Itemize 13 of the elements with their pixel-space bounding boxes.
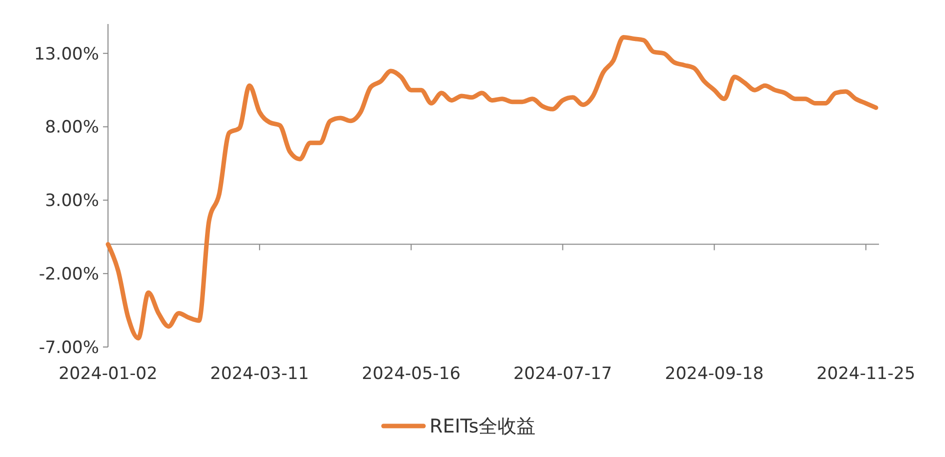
x-tick-label: 2024-03-11 <box>210 364 309 384</box>
y-tick-label: 3.00% <box>44 191 99 212</box>
x-tick-label: 2024-07-17 <box>513 364 612 384</box>
y-tick-label: -7.00% <box>38 338 99 358</box>
line-series <box>106 34 878 340</box>
x-tick-label: 2024-05-16 <box>362 364 461 384</box>
y-tick-label: -2.00% <box>38 264 99 285</box>
x-tick-label: 2024-11-25 <box>816 364 916 384</box>
x-tick-label: 2024-09-18 <box>664 364 764 384</box>
legend-label: REITs全收益 <box>430 416 536 438</box>
x-tick-label: 2024-01-02 <box>58 364 158 384</box>
y-tick-label: 13.00% <box>34 44 99 64</box>
y-tick-label: 8.00% <box>44 118 99 138</box>
